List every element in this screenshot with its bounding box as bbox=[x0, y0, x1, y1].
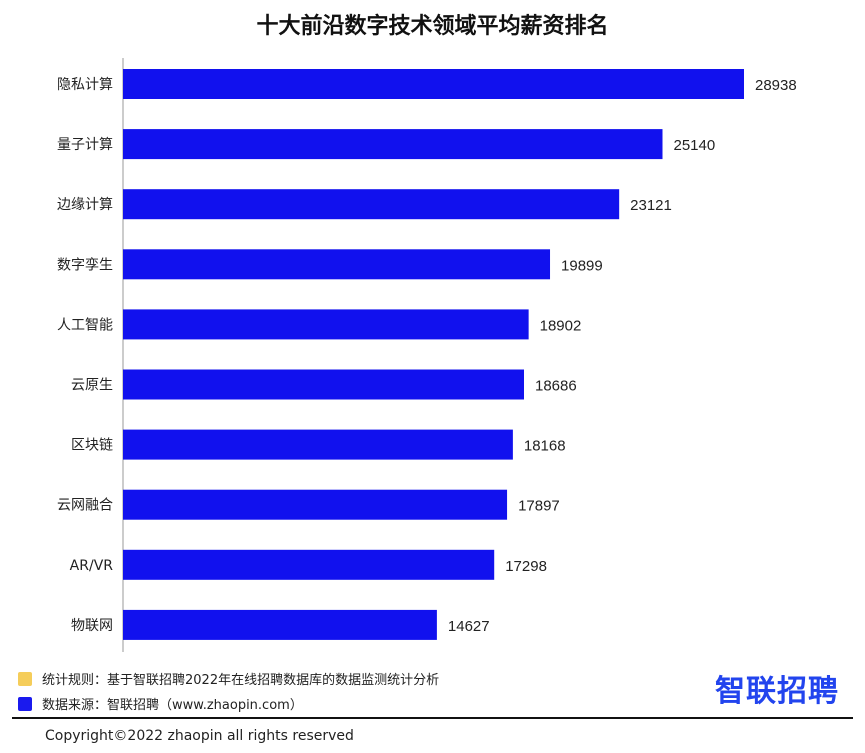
category-label: AR/VR bbox=[70, 558, 114, 574]
bar bbox=[123, 609, 437, 640]
legend-source-text: 数据来源：智联招聘（www.zhaopin.com） bbox=[42, 698, 303, 713]
data-label: 23121 bbox=[630, 197, 672, 214]
data-label: 18168 bbox=[524, 438, 566, 455]
chart-title: 十大前沿数字技术领域平均薪资排名 bbox=[256, 14, 609, 39]
category-label: 隐私计算 bbox=[57, 77, 113, 93]
category-label: 区块链 bbox=[71, 438, 113, 454]
bar bbox=[123, 249, 551, 280]
data-label: 18686 bbox=[535, 378, 577, 395]
legend-rule-text: 统计规则：基于智联招聘2022年在线招聘数据库的数据监测统计分析 bbox=[42, 673, 440, 688]
copyright-text: Copyright©2022 zhaopin all rights reserv… bbox=[45, 728, 354, 744]
bar bbox=[123, 189, 620, 220]
bar-chart: 隐私计算 28938 量子计算 25140 边缘计算 23121 数字孪生 19899 人工智能… bbox=[57, 58, 797, 652]
data-label: 28938 bbox=[755, 77, 797, 94]
legend-source: 数据来源：智联招聘（www.zhaopin.com） bbox=[18, 694, 303, 713]
bar bbox=[123, 369, 524, 400]
legend-source-swatch bbox=[18, 696, 32, 711]
category-label: 云原生 bbox=[71, 378, 113, 394]
bar bbox=[123, 129, 663, 160]
data-label: 17897 bbox=[518, 498, 560, 515]
bar bbox=[123, 549, 495, 580]
bar bbox=[123, 489, 508, 520]
category-label: 边缘计算 bbox=[57, 197, 113, 213]
category-label: 物联网 bbox=[71, 618, 113, 634]
data-label: 14627 bbox=[448, 618, 490, 635]
category-label: 云网融合 bbox=[57, 498, 113, 514]
data-label: 18902 bbox=[540, 317, 582, 334]
data-label: 19899 bbox=[561, 257, 603, 274]
category-label: 数字孪生 bbox=[57, 256, 113, 273]
data-label: 17298 bbox=[505, 558, 547, 575]
bar bbox=[123, 309, 529, 340]
zhaopin-logo: 智联招聘 bbox=[715, 674, 839, 709]
bar bbox=[123, 69, 744, 99]
legend-rule-swatch bbox=[18, 671, 32, 686]
category-label: 人工智能 bbox=[57, 317, 113, 333]
bar bbox=[123, 429, 513, 460]
legend-rule: 统计规则：基于智联招聘2022年在线招聘数据库的数据监测统计分析 bbox=[18, 669, 439, 688]
data-label: 25140 bbox=[673, 137, 715, 154]
footer-divider bbox=[12, 717, 853, 719]
category-label: 量子计算 bbox=[57, 137, 113, 153]
